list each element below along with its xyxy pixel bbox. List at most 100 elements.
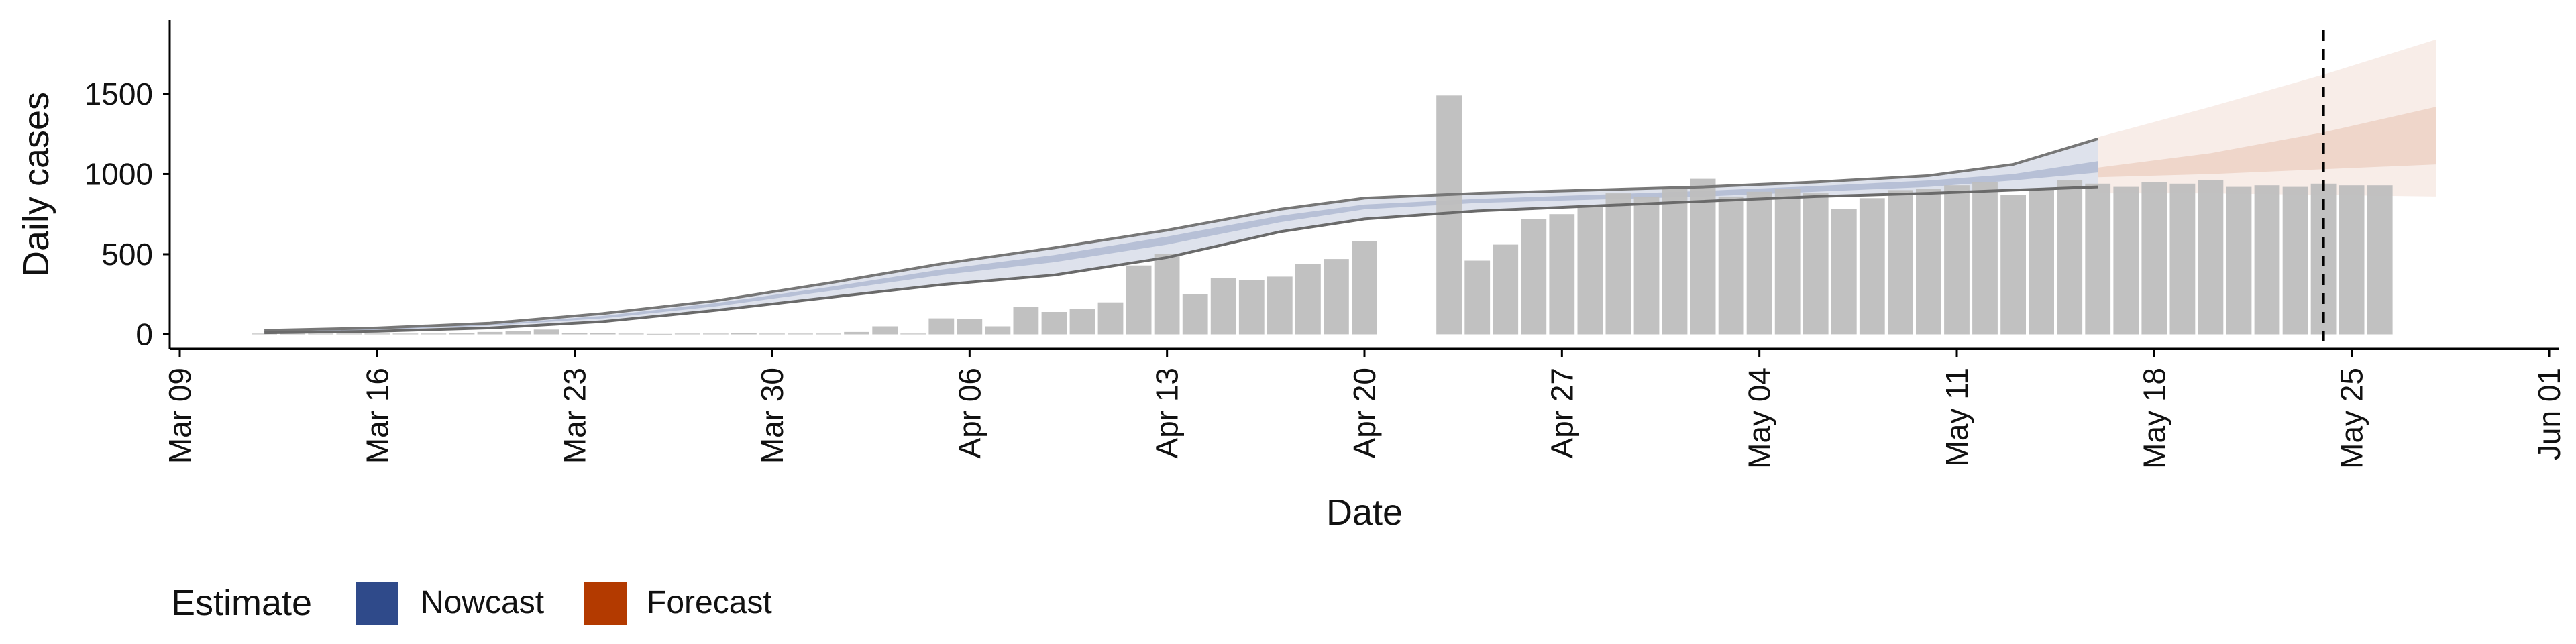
- bar: [477, 331, 503, 335]
- bar: [590, 333, 616, 335]
- bar: [561, 333, 588, 335]
- legend-swatch-forecast: [584, 582, 627, 625]
- x-tick-label: Apr 20: [1347, 368, 1382, 459]
- bar: [816, 333, 841, 335]
- y-tick-label: 500: [101, 237, 153, 272]
- x-tick-label: May 11: [1939, 368, 1974, 466]
- bar: [2282, 186, 2308, 335]
- bar: [731, 333, 757, 335]
- y-tick-label: 1000: [85, 156, 153, 191]
- legend-swatch-nowcast: [356, 582, 398, 625]
- x-tick-label: May 04: [1742, 368, 1777, 469]
- bar: [1662, 186, 1688, 335]
- bar: [1916, 189, 1941, 335]
- bar: [1521, 219, 1547, 335]
- forecast-outer-band: [2098, 39, 2436, 197]
- bar: [2339, 185, 2365, 335]
- bar: [1154, 254, 1180, 335]
- y-axis-ticks: 0 500 1000 1500: [85, 76, 170, 352]
- bar: [1464, 260, 1491, 335]
- bar: [1746, 191, 1772, 335]
- x-tick-label: Apr 06: [952, 368, 987, 459]
- bar: [900, 333, 926, 335]
- x-tick-label: May 18: [2137, 368, 2171, 469]
- bar: [1267, 276, 1293, 335]
- bar: [1577, 206, 1603, 335]
- bar: [646, 333, 672, 335]
- legend-label-forecast: Forecast: [647, 585, 772, 621]
- bar: [1493, 244, 1519, 335]
- x-tick-label: Mar 23: [557, 368, 592, 464]
- band-edge-lines: [264, 137, 2098, 335]
- y-tick-label: 1500: [85, 76, 153, 111]
- bar: [1013, 307, 1039, 335]
- bar: [985, 326, 1011, 335]
- bar: [1859, 198, 1885, 335]
- bar: [533, 329, 559, 335]
- estimate-bands: [264, 39, 2436, 333]
- y-tick-label: 0: [136, 317, 153, 352]
- bar: [364, 333, 390, 335]
- bar: [1605, 193, 1631, 335]
- bar: [1633, 196, 1660, 335]
- forecast-inner-band: [2098, 107, 2436, 178]
- bar: [1126, 265, 1152, 335]
- bar: [703, 333, 729, 335]
- bar: [1690, 178, 1716, 335]
- bar: [674, 333, 700, 335]
- legend-title: Estimate: [171, 583, 312, 623]
- bar: [336, 333, 362, 335]
- bar: [308, 333, 334, 335]
- legend-label-nowcast: Nowcast: [421, 585, 544, 621]
- x-tick-label: Apr 13: [1150, 368, 1185, 459]
- bar: [618, 333, 644, 335]
- bar: [1069, 309, 1095, 335]
- bar: [1097, 302, 1124, 335]
- bar: [2000, 195, 2026, 335]
- nowcast-upper-line: [264, 137, 2098, 332]
- bar: [2367, 185, 2393, 335]
- bar: [1888, 190, 1913, 335]
- bar: [1352, 241, 1377, 335]
- bar: [1324, 259, 1349, 335]
- bar: [1549, 214, 1575, 335]
- x-tick-label: Jun 01: [2532, 368, 2567, 460]
- bar: [1210, 278, 1236, 335]
- bar: [1972, 182, 1998, 335]
- bar: [505, 331, 531, 335]
- bar: [2141, 182, 2167, 335]
- bar: [2169, 183, 2196, 335]
- bar: [928, 318, 955, 335]
- bar: [1238, 280, 1265, 335]
- bar: [1295, 264, 1321, 335]
- bar: [392, 333, 419, 335]
- x-tick-label: Mar 30: [755, 368, 790, 464]
- nowcast-lower-line: [264, 185, 2098, 335]
- bar: [2198, 180, 2224, 335]
- daily-case-bars: [252, 95, 2393, 335]
- bar: [421, 333, 447, 335]
- bar: [2085, 183, 2111, 335]
- bar: [759, 333, 785, 335]
- bar: [844, 331, 869, 335]
- bar: [2113, 186, 2139, 335]
- x-axis-title: Date: [1326, 492, 1403, 533]
- bar: [252, 333, 277, 335]
- x-tick-label: Mar 16: [360, 368, 394, 464]
- bar: [872, 326, 898, 335]
- bar: [1831, 209, 1857, 335]
- bar: [1944, 185, 1970, 335]
- bar: [449, 333, 475, 335]
- x-axis-ticks: Mar 09 Mar 16 Mar 23 Mar 30 Apr 06 Apr 13 Apr …: [162, 349, 2567, 469]
- bar: [1718, 196, 1744, 335]
- x-tick-label: Apr 27: [1544, 368, 1579, 459]
- bar: [1041, 312, 1067, 335]
- bar: [1803, 193, 1829, 335]
- bar: [280, 333, 306, 335]
- bar: [1436, 95, 1462, 335]
- bar: [2254, 185, 2280, 335]
- legend: Estimate Nowcast Forecast: [171, 582, 772, 625]
- nowcast-outer-band: [264, 138, 2098, 333]
- bar: [788, 333, 813, 335]
